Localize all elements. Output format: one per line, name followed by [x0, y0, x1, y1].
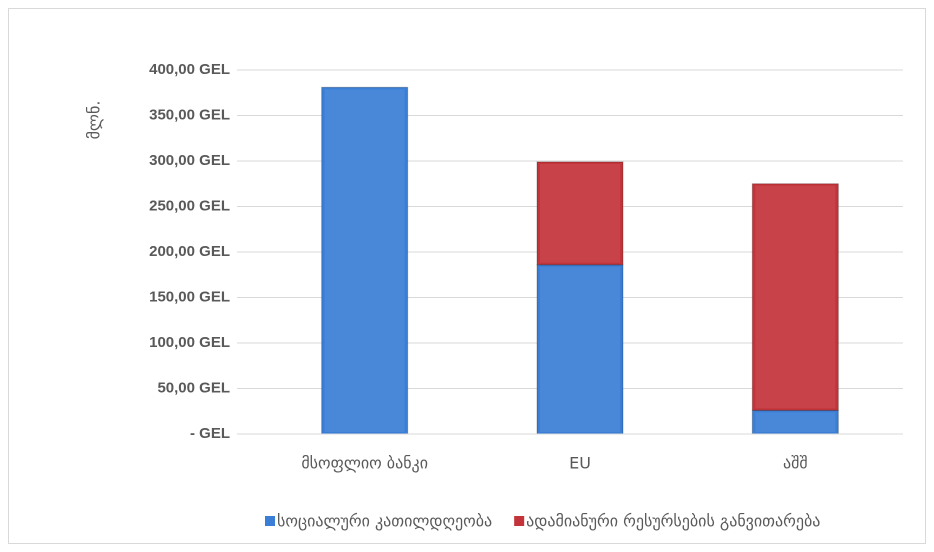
y-tick-label: 100,00 GEL — [149, 334, 230, 351]
legend-swatch — [265, 516, 275, 526]
y-tick-label: 200,00 GEL — [149, 243, 230, 260]
bar-highlight — [755, 412, 836, 432]
y-tick-label: 350,00 GEL — [149, 106, 230, 123]
y-tick-label: 300,00 GEL — [149, 152, 230, 169]
bar-segment — [751, 183, 839, 411]
y-tick-label: 400,00 GEL — [149, 61, 230, 78]
x-tick-label: EU — [569, 454, 591, 473]
legend-swatch — [514, 516, 525, 526]
legend-label: ადამიანური რესურსების განვითარება — [526, 512, 820, 531]
y-axis-label: მლნ. — [85, 101, 104, 140]
y-tick-label: - GEL — [190, 425, 230, 442]
y-tick-label: 50,00 GEL — [157, 379, 230, 396]
bar-highlight — [324, 89, 405, 432]
bar-segment — [536, 161, 624, 266]
y-tick-label: 250,00 GEL — [149, 197, 230, 214]
bar-highlight — [755, 185, 836, 409]
legend-label: სოციალური კათილდღეობა — [277, 512, 492, 531]
bar-highlight — [540, 266, 620, 432]
y-tick-label: 150,00 GEL — [149, 288, 230, 305]
bar-highlight — [540, 163, 620, 263]
x-tick-label: აშშ — [783, 454, 808, 473]
x-tick-label: მსოფლიო ბანკი — [301, 454, 428, 473]
